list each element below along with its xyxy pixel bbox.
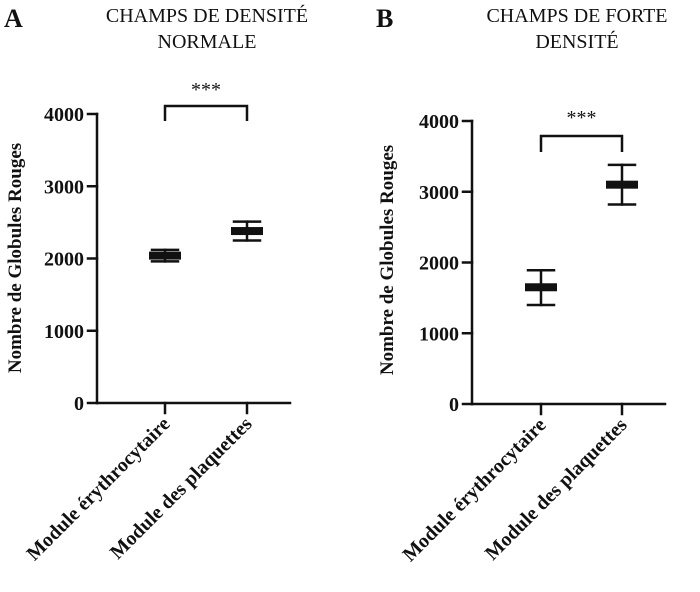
panel-a: A CHAMPS DE DENSITÉ NORMALE Nombre de Gl… xyxy=(4,4,308,565)
panel-a-x-tick-label: Module des plaquettes xyxy=(106,413,257,564)
panel-a-y-tick-label: 4000 xyxy=(44,104,84,126)
panel-b-significance-label: *** xyxy=(567,107,597,129)
panel-b-y-tick-label: 1000 xyxy=(419,323,459,345)
panel-b-title-line1: CHAMPS DE FORTE xyxy=(486,5,667,27)
panel-a-y-tick-label: 1000 xyxy=(44,321,84,343)
panel-a-title-line1: CHAMPS DE DENSITÉ xyxy=(106,4,308,27)
panel-a-significance-bracket xyxy=(163,104,249,121)
panel-b-significance-bracket xyxy=(539,134,624,152)
panel-a-y-axis-title: Nombre de Globules Rouges xyxy=(5,143,26,373)
panel-b-x-tick-label: Module des plaquettes xyxy=(481,414,632,565)
panel-letter-b: B xyxy=(376,4,393,33)
panel-a-title-line2: NORMALE xyxy=(158,31,257,53)
panel-b-mean-marker xyxy=(606,180,638,189)
panel-b: B CHAMPS DE FORTE DENSITÉ Nombre de Glob… xyxy=(376,4,668,566)
panel-b-y-tick-label: 2000 xyxy=(419,253,459,275)
panel-b-y-axis-title: Nombre de Globules Rouges xyxy=(377,145,398,375)
panel-b-y-tick-label: 4000 xyxy=(419,111,459,133)
panel-b-x-tick-label: Module érythrocytaire xyxy=(398,414,550,566)
panel-a-y-tick-label: 3000 xyxy=(44,176,84,198)
panel-b-title-line2: DENSITÉ xyxy=(535,30,618,53)
panel-a-significance-label: *** xyxy=(191,79,221,101)
panel-b-y-tick-label: 3000 xyxy=(419,182,459,204)
panel-a-plot: 0 1000 2000 3000 4000 Module érythrocytaireMo… xyxy=(22,79,292,565)
panel-a-y-tick-label: 2000 xyxy=(44,249,84,271)
panel-b-mean-marker xyxy=(525,283,557,292)
panel-a-x-tick-label: Module érythrocytaire xyxy=(22,413,174,565)
panel-a-y-tick-label: 0 xyxy=(74,393,84,415)
panel-a-mean-marker xyxy=(231,227,263,236)
panel-b-plot: 0 1000 2000 3000 4000 Module érythrocytaireMo… xyxy=(398,107,667,566)
panel-a-mean-marker xyxy=(149,251,181,260)
panel-b-y-tick-label: 0 xyxy=(449,394,459,416)
panel-letter-a: A xyxy=(4,4,23,33)
